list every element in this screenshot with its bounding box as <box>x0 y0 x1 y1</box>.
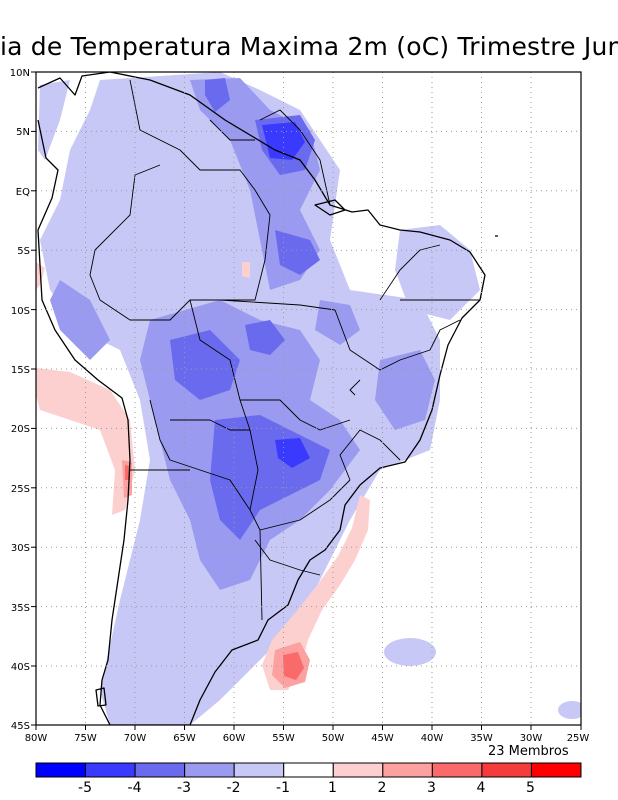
colorbar-swatch <box>134 762 186 778</box>
lon-label: 25W <box>567 733 590 744</box>
map-title: ia de Temperatura Maxima 2m (oC) Trimest… <box>0 32 618 61</box>
anomaly-band-minus4 <box>262 122 310 468</box>
colorbar-tick-label: 1 <box>328 780 337 796</box>
lat-label: 35S <box>11 603 30 614</box>
lat-axis-labels: 10N 5N EQ 5S 10S 15S 20S 25S 30S 35S 40S… <box>10 68 30 732</box>
island-marajo <box>314 199 346 216</box>
colorbar-swatch <box>431 762 483 778</box>
colorbar-tick-label: -5 <box>78 780 92 796</box>
colorbar-tick-label: 3 <box>427 780 436 796</box>
lat-label: 30S <box>11 543 30 554</box>
member-count: 23 Membros <box>488 744 569 759</box>
lat-label: 10S <box>11 306 30 317</box>
lon-label: 65W <box>173 733 196 744</box>
tick-marks <box>31 71 582 730</box>
lat-label: 5S <box>17 246 30 257</box>
colorbar-swatches <box>35 762 582 778</box>
lat-label: 20S <box>11 424 30 435</box>
coastlines <box>37 72 498 725</box>
colorbar-swatch <box>35 762 87 778</box>
colorbar-tick-label: -1 <box>276 780 290 796</box>
colorbar-swatch <box>481 762 532 778</box>
colorbar-tick-label: -3 <box>177 780 191 796</box>
lon-label: 45W <box>371 733 394 744</box>
country-borders <box>89 79 480 621</box>
lon-label: 35W <box>470 733 493 744</box>
colorbar-tick-label: -4 <box>128 780 142 796</box>
grid-lines <box>36 72 581 725</box>
colorbar-tick-label: 2 <box>378 780 387 796</box>
lat-label: 5N <box>16 127 30 138</box>
anomaly-field <box>36 72 581 725</box>
colorbar-tick-label: -2 <box>227 780 241 796</box>
colorbar-swatch <box>85 762 136 778</box>
lat-label: 10N <box>10 68 30 79</box>
lon-label: 60W <box>223 733 246 744</box>
south-america-coastline <box>37 72 486 725</box>
lat-label: 25S <box>11 484 30 495</box>
island-chiloe <box>95 687 107 707</box>
colorbar-swatch <box>382 762 433 778</box>
lon-label: 70W <box>124 733 147 744</box>
lat-label: 15S <box>11 365 30 376</box>
colorbar-swatch <box>184 762 235 778</box>
colorbar-swatch <box>233 762 285 778</box>
colorbar-tick-label: 5 <box>526 780 535 796</box>
plot-frame <box>35 71 582 726</box>
colorbar-swatch <box>283 762 334 778</box>
lon-label: 55W <box>272 733 295 744</box>
lon-label: 30W <box>520 733 543 744</box>
colorbar: -5 -4 -3 -2 -1 1 2 3 4 5 <box>35 762 582 796</box>
colorbar-labels: -5 -4 -3 -2 -1 1 2 3 4 5 <box>78 780 535 796</box>
lon-label: 50W <box>322 733 345 744</box>
lat-label: 45S <box>11 721 30 732</box>
lon-label: 80W <box>25 733 48 744</box>
lon-label: 40W <box>421 733 444 744</box>
colorbar-swatch <box>332 762 384 778</box>
colorbar-swatch <box>530 762 582 778</box>
colorbar-tick-label: 4 <box>477 780 486 796</box>
lat-label: EQ <box>16 187 30 198</box>
lon-label: 75W <box>74 733 97 744</box>
lon-axis-labels: 80W 75W 70W 65W 60W 55W 50W 45W 40W 35W … <box>25 733 590 744</box>
lat-label: 40S <box>11 662 30 673</box>
